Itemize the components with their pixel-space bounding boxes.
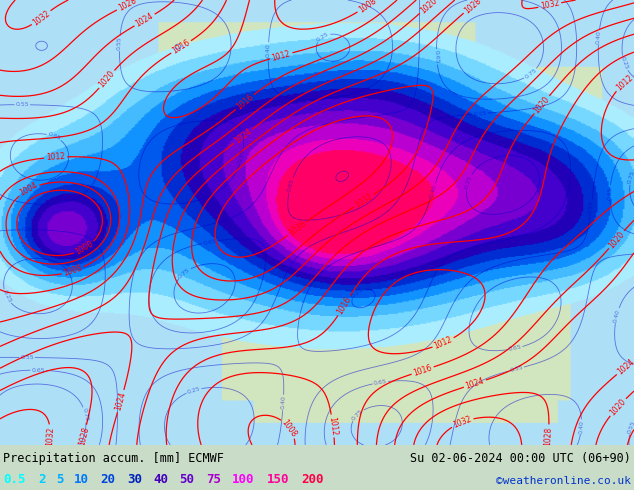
Text: 0.25: 0.25	[351, 286, 365, 298]
Text: 0.40: 0.40	[613, 308, 621, 323]
Text: 1016: 1016	[335, 295, 353, 316]
Text: 0.65: 0.65	[47, 132, 61, 142]
Text: 1012: 1012	[271, 49, 292, 63]
Text: 1020: 1020	[608, 397, 628, 417]
Text: 1024: 1024	[616, 357, 634, 376]
Text: 0.55: 0.55	[627, 420, 634, 434]
Text: 10: 10	[74, 473, 89, 487]
Text: 1032: 1032	[45, 426, 55, 446]
Text: 0.5: 0.5	[3, 473, 25, 487]
Text: 20: 20	[100, 473, 115, 487]
Text: 1008: 1008	[63, 264, 84, 278]
Text: 0.25: 0.25	[316, 31, 330, 43]
Text: 1036: 1036	[287, 219, 307, 238]
Text: 1020: 1020	[97, 69, 117, 89]
Text: 1024: 1024	[233, 127, 254, 146]
Text: 1012: 1012	[327, 416, 339, 436]
Text: 40: 40	[153, 473, 168, 487]
Text: 5: 5	[56, 473, 63, 487]
Text: 1020: 1020	[532, 95, 552, 115]
Text: 0.55: 0.55	[473, 111, 487, 117]
Text: 0.55: 0.55	[588, 200, 595, 215]
Text: 0.75: 0.75	[627, 170, 634, 185]
Text: 1032: 1032	[353, 192, 375, 210]
Text: 0.25: 0.25	[464, 174, 473, 189]
Text: 0.65: 0.65	[31, 368, 45, 373]
Text: 150: 150	[267, 473, 289, 487]
Text: 0.75: 0.75	[178, 267, 191, 279]
Text: 0.25: 0.25	[186, 386, 201, 395]
Text: 75: 75	[206, 473, 221, 487]
Text: 1012: 1012	[433, 335, 454, 351]
Text: 1012: 1012	[614, 73, 634, 93]
Text: Su 02-06-2024 00:00 UTC (06+90): Su 02-06-2024 00:00 UTC (06+90)	[410, 452, 631, 465]
Text: ©weatheronline.co.uk: ©weatheronline.co.uk	[496, 476, 631, 487]
Text: 1032: 1032	[452, 415, 473, 430]
Text: 0.65: 0.65	[373, 379, 387, 386]
Text: 1008: 1008	[280, 418, 299, 439]
Text: Precipitation accum. [mm] ECMWF: Precipitation accum. [mm] ECMWF	[3, 452, 224, 465]
Text: 1020: 1020	[418, 0, 439, 15]
Text: 0.40: 0.40	[596, 30, 602, 44]
Text: 0.40: 0.40	[238, 149, 246, 163]
Text: 1028: 1028	[117, 0, 138, 13]
Text: 0.40: 0.40	[578, 420, 585, 434]
Text: 1016: 1016	[235, 93, 255, 112]
Text: 50: 50	[179, 473, 195, 487]
Text: 1028: 1028	[462, 0, 482, 15]
Text: 0.65: 0.65	[287, 178, 295, 193]
Text: 1000: 1000	[74, 240, 95, 257]
Text: 0.25: 0.25	[620, 56, 629, 71]
Text: 2: 2	[38, 473, 45, 487]
Text: 1020: 1020	[607, 229, 626, 250]
Text: 1016: 1016	[171, 38, 191, 56]
Text: 0.55: 0.55	[15, 102, 29, 107]
Text: 100: 100	[232, 473, 255, 487]
Text: 0.40: 0.40	[22, 227, 36, 232]
Text: 1032: 1032	[540, 0, 560, 11]
Text: 1028: 1028	[543, 426, 553, 446]
Text: 0.65: 0.65	[607, 186, 612, 200]
Text: 0.55: 0.55	[117, 37, 122, 50]
Text: 1024: 1024	[464, 376, 486, 391]
Text: 0.40: 0.40	[266, 43, 271, 57]
Text: 0.25: 0.25	[1, 290, 12, 304]
Text: 0.65: 0.65	[203, 238, 217, 245]
Text: 0.75: 0.75	[351, 408, 364, 421]
Text: 1024: 1024	[113, 391, 127, 412]
Text: 1032: 1032	[31, 8, 52, 27]
Text: 1004: 1004	[18, 181, 39, 198]
Text: 0.65: 0.65	[434, 50, 439, 64]
Text: 0.75: 0.75	[524, 68, 538, 80]
Text: 0.55: 0.55	[509, 365, 524, 373]
Text: 0.75: 0.75	[81, 408, 89, 422]
Text: 200: 200	[302, 473, 324, 487]
Text: 0.65: 0.65	[508, 344, 522, 352]
Text: 1012: 1012	[46, 152, 65, 162]
Text: 1016: 1016	[412, 363, 433, 378]
Text: 1024: 1024	[134, 11, 155, 29]
Text: 0.40: 0.40	[280, 395, 286, 410]
Text: 1028: 1028	[77, 426, 90, 446]
Text: 0.55: 0.55	[20, 355, 34, 360]
Text: 0.40: 0.40	[429, 183, 437, 198]
Text: 1008: 1008	[357, 0, 378, 15]
Text: 30: 30	[127, 473, 142, 487]
